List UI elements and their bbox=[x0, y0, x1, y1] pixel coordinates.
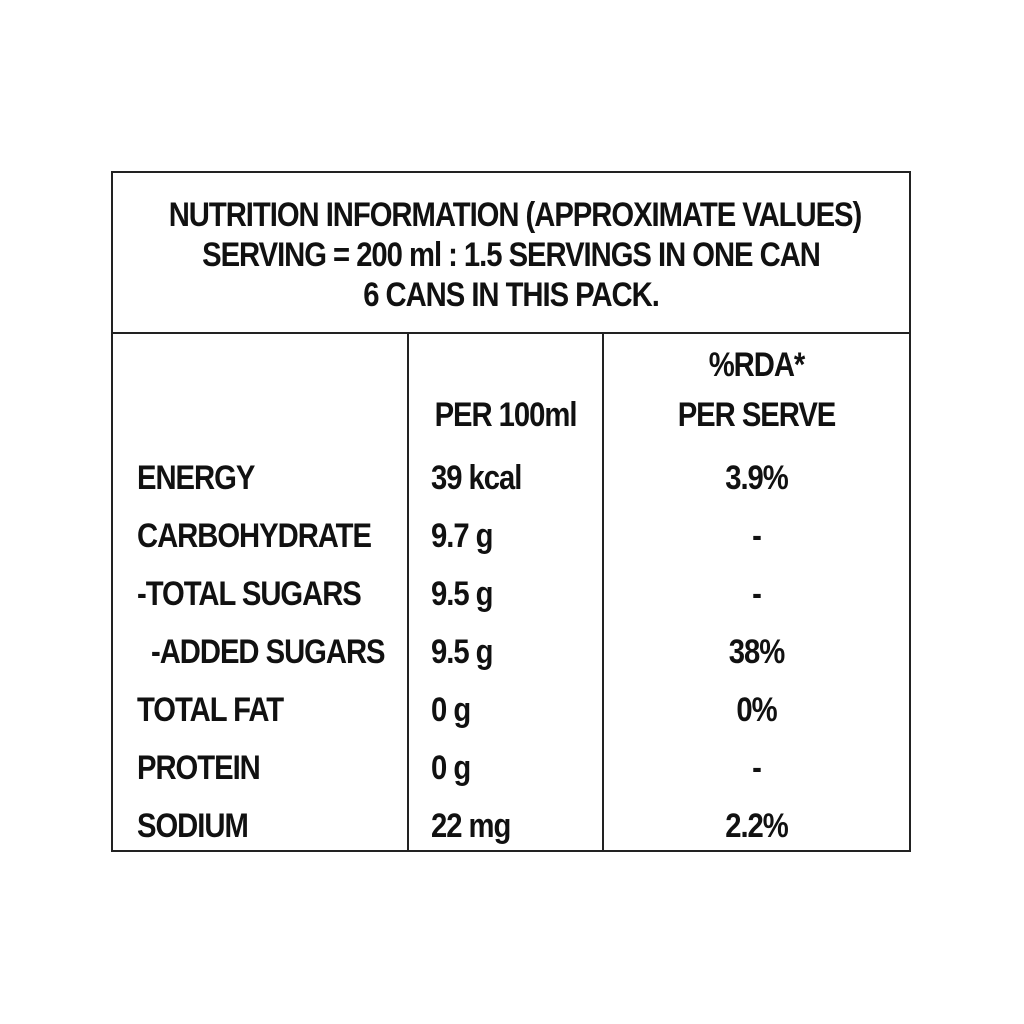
nutrient-name: SODIUM bbox=[137, 807, 249, 845]
nutrient-rda: - bbox=[752, 517, 762, 555]
nutrient-rows: ENERGY 39 kcal 3.9% CARBOHYDRATE 9.7 g -… bbox=[113, 458, 909, 864]
nutrient-per100: 9.5 g bbox=[431, 575, 494, 613]
nutrient-rda: 2.2% bbox=[725, 807, 789, 845]
nutrient-rda: - bbox=[752, 749, 762, 787]
nutrient-per100: 9.5 g bbox=[431, 633, 494, 671]
nutrient-name: -TOTAL SUGARS bbox=[137, 575, 362, 613]
nutrient-per100: 0 g bbox=[431, 749, 471, 787]
column-header-per100: PER 100ml bbox=[434, 396, 578, 434]
nutrient-name: ENERGY bbox=[137, 459, 255, 497]
header-title: NUTRITION INFORMATION (APPROXIMATE VALUE… bbox=[168, 196, 863, 234]
table-row: -ADDED SUGARS 9.5 g 38% bbox=[113, 632, 909, 690]
table-row: TOTAL FAT 0 g 0% bbox=[113, 690, 909, 748]
column-divider-1 bbox=[407, 332, 409, 850]
nutrient-name: CARBOHYDRATE bbox=[137, 517, 372, 555]
nutrient-name: TOTAL FAT bbox=[137, 691, 284, 729]
nutrient-rda: 3.9% bbox=[725, 459, 789, 497]
table-row: -TOTAL SUGARS 9.5 g - bbox=[113, 574, 909, 632]
table-row: SODIUM 22 mg 2.2% bbox=[113, 806, 909, 864]
nutrient-per100: 39 kcal bbox=[431, 459, 522, 497]
nutrition-table: NUTRITION INFORMATION (APPROXIMATE VALUE… bbox=[111, 171, 911, 852]
table-row: CARBOHYDRATE 9.7 g - bbox=[113, 516, 909, 574]
table-header: NUTRITION INFORMATION (APPROXIMATE VALUE… bbox=[113, 173, 909, 334]
table-row: PROTEIN 0 g - bbox=[113, 748, 909, 806]
nutrient-rda: - bbox=[752, 575, 762, 613]
column-header-per-serve: PER SERVE bbox=[677, 396, 837, 434]
nutrient-rda: 38% bbox=[728, 633, 785, 671]
table-row: ENERGY 39 kcal 3.9% bbox=[113, 458, 909, 516]
header-serving: SERVING = 200 ml : 1.5 SERVINGS IN ONE C… bbox=[202, 236, 821, 274]
nutrient-name: -ADDED SUGARS bbox=[151, 633, 386, 671]
column-header-rda: %RDA* bbox=[708, 346, 806, 384]
header-pack: 6 CANS IN THIS PACK. bbox=[363, 276, 660, 314]
nutrient-name: PROTEIN bbox=[137, 749, 261, 787]
nutrient-rda: 0% bbox=[736, 691, 777, 729]
column-divider-2 bbox=[602, 332, 604, 850]
nutrient-per100: 9.7 g bbox=[431, 517, 494, 555]
nutrient-per100: 22 mg bbox=[431, 807, 511, 845]
nutrient-per100: 0 g bbox=[431, 691, 471, 729]
